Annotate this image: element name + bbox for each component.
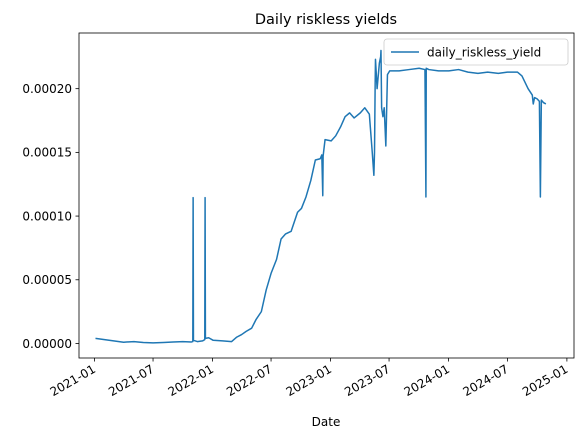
- plot-frame: [78, 32, 575, 359]
- legend: daily_riskless_yield: [383, 38, 569, 66]
- series-layer: [95, 49, 547, 344]
- y-tick-label: 0.00015: [22, 146, 72, 160]
- y-tick-label: 0.00000: [22, 337, 72, 351]
- legend-label: daily_riskless_yield: [427, 46, 541, 60]
- y-tick-label: 0.00020: [22, 82, 72, 96]
- y-tick-label: 0.00005: [22, 273, 72, 287]
- chart-title: Daily riskless yields: [255, 12, 397, 28]
- y-tick-label: 0.00010: [22, 209, 72, 223]
- x-axis-label: Date: [312, 415, 341, 429]
- series-line-daily-riskless-yield: [95, 49, 547, 344]
- legend-box: [383, 38, 569, 66]
